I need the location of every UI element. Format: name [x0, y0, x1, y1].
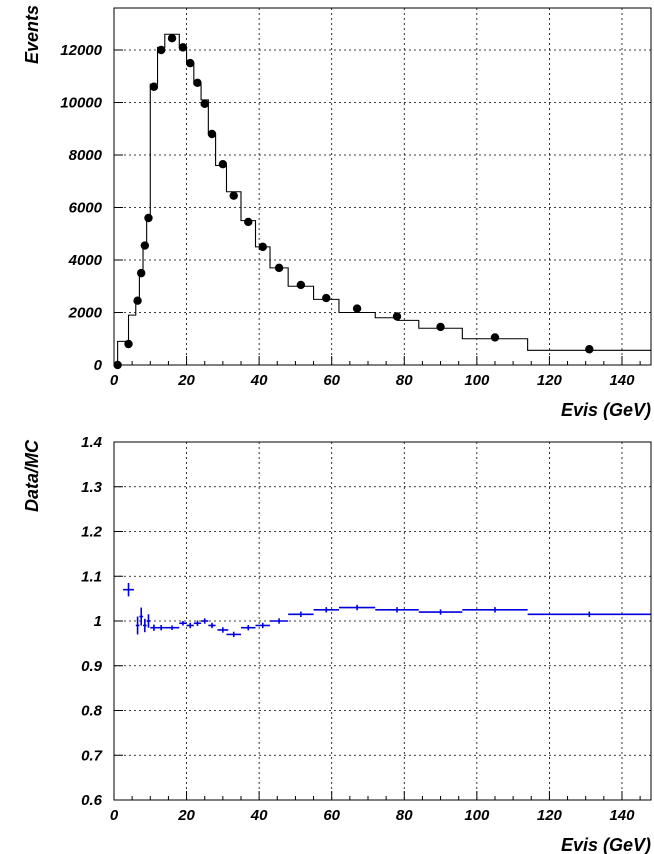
data-point — [140, 241, 150, 250]
plot-frame — [113, 7, 652, 366]
data-point — [490, 333, 500, 342]
data-point — [133, 296, 142, 305]
ratio-point — [217, 627, 229, 633]
x-tick-label: 60 — [323, 807, 340, 824]
ratio-point — [143, 618, 147, 633]
x-axis-label: Evis (GeV) — [561, 400, 651, 420]
data-point — [436, 322, 445, 332]
y-tick-label: 10000 — [60, 95, 102, 112]
data-point — [200, 99, 209, 109]
y-axis-label: Events — [22, 5, 42, 64]
ratio-point — [146, 614, 151, 628]
ratio-point — [208, 622, 216, 629]
y-tick-label: 0.7 — [81, 747, 103, 764]
ratio-point — [157, 625, 165, 631]
y-tick-label: 1.4 — [81, 434, 103, 451]
y-axis-label: Data/MC — [22, 439, 42, 512]
y-tick-label: 0.6 — [81, 792, 103, 809]
x-tick-label: 140 — [609, 807, 635, 824]
data-point — [322, 293, 331, 303]
ratio-point — [375, 607, 419, 613]
y-tick-label: 4000 — [68, 252, 103, 269]
ratio-point — [186, 622, 194, 629]
y-tick-label: 8000 — [69, 147, 103, 164]
ratio-point — [201, 618, 209, 624]
y-tick-label: 1.3 — [81, 479, 103, 496]
data-point — [274, 263, 284, 273]
ratio-point — [164, 625, 180, 630]
y-tick-label: 1.1 — [81, 568, 102, 585]
y-tick-label: 12000 — [60, 42, 102, 59]
data-point — [167, 33, 177, 43]
data-point — [585, 345, 594, 354]
x-tick-label: 40 — [250, 807, 268, 824]
x-tick-label: 40 — [250, 372, 268, 389]
ratio-point — [150, 624, 158, 631]
data-point — [124, 339, 133, 349]
y-tick-label: 2000 — [68, 305, 103, 322]
x-tick-label: 120 — [537, 372, 563, 389]
x-tick-label: 120 — [537, 807, 563, 824]
data-point — [193, 78, 202, 88]
data-point — [392, 312, 402, 321]
ratio-point — [193, 620, 202, 626]
y-tick-label: 0.9 — [81, 658, 103, 675]
x-tick-label: 80 — [396, 372, 413, 389]
data-point — [185, 58, 195, 68]
y-tick-label: 1.2 — [81, 524, 103, 541]
data-point — [218, 159, 228, 169]
ratio-point — [179, 621, 187, 626]
x-tick-label: 0 — [110, 807, 119, 824]
x-tick-label: 0 — [110, 372, 119, 389]
data-point — [258, 242, 267, 252]
data-point — [244, 217, 253, 227]
x-tick-label: 100 — [464, 807, 490, 824]
ratio-point — [462, 607, 528, 613]
data-point — [207, 129, 217, 139]
x-tick-label: 100 — [464, 372, 490, 389]
ratio-point — [240, 625, 256, 631]
ratio-point — [527, 611, 651, 617]
ratio-point — [270, 618, 289, 624]
ratio-point — [255, 622, 271, 629]
data-point — [144, 213, 153, 223]
ratio-point — [139, 607, 144, 626]
x-tick-label: 80 — [396, 807, 413, 824]
data-point — [156, 45, 166, 55]
events-histogram-panel: 0 20 40 60 80 100 120 140 0 2000 4000 6000 8000 10000… — [22, 5, 652, 420]
x-tick-label: 20 — [177, 807, 195, 824]
y-tick-label: 0.8 — [81, 703, 103, 720]
ratio-point — [338, 604, 376, 611]
data-point — [149, 82, 159, 91]
data-point — [352, 304, 362, 313]
data-point — [296, 280, 306, 290]
data-point — [178, 43, 188, 52]
x-tick-label: 140 — [609, 372, 635, 389]
ratio-point — [313, 607, 339, 613]
data-point — [229, 191, 238, 200]
x-axis-label: Evis (GeV) — [561, 835, 651, 854]
ratio-point — [135, 616, 140, 635]
y-tick-label: 6000 — [69, 200, 103, 217]
data-point — [137, 268, 146, 278]
x-tick-label: 20 — [177, 372, 195, 389]
y-tick-label: 1 — [94, 613, 102, 630]
x-tick-label: 60 — [323, 372, 340, 389]
ratio-point — [418, 609, 463, 615]
ratio-point — [226, 631, 241, 638]
ratio-point — [123, 582, 134, 597]
data-mc-ratio-panel: 0 20 40 60 80 100 120 140 0.6 0.7 0.8 0.9 1 1.1 1.2 1.3… — [22, 434, 652, 854]
y-tick-label: 0 — [94, 357, 103, 374]
ratio-point — [288, 611, 314, 617]
